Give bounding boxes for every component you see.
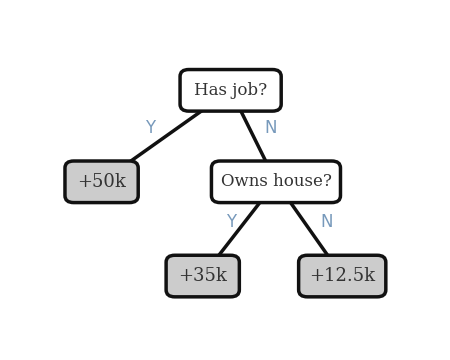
Text: +35k: +35k: [178, 267, 227, 285]
Text: Has job?: Has job?: [194, 82, 267, 99]
FancyBboxPatch shape: [212, 161, 341, 203]
Text: Y: Y: [225, 213, 236, 231]
FancyBboxPatch shape: [180, 69, 281, 111]
Text: N: N: [320, 213, 333, 231]
FancyBboxPatch shape: [65, 161, 138, 203]
Text: +50k: +50k: [77, 173, 126, 191]
Text: N: N: [265, 119, 277, 137]
FancyBboxPatch shape: [166, 255, 239, 297]
Text: Owns house?: Owns house?: [220, 173, 331, 190]
Text: +12.5k: +12.5k: [309, 267, 375, 285]
Text: Y: Y: [145, 119, 156, 137]
FancyBboxPatch shape: [299, 255, 386, 297]
